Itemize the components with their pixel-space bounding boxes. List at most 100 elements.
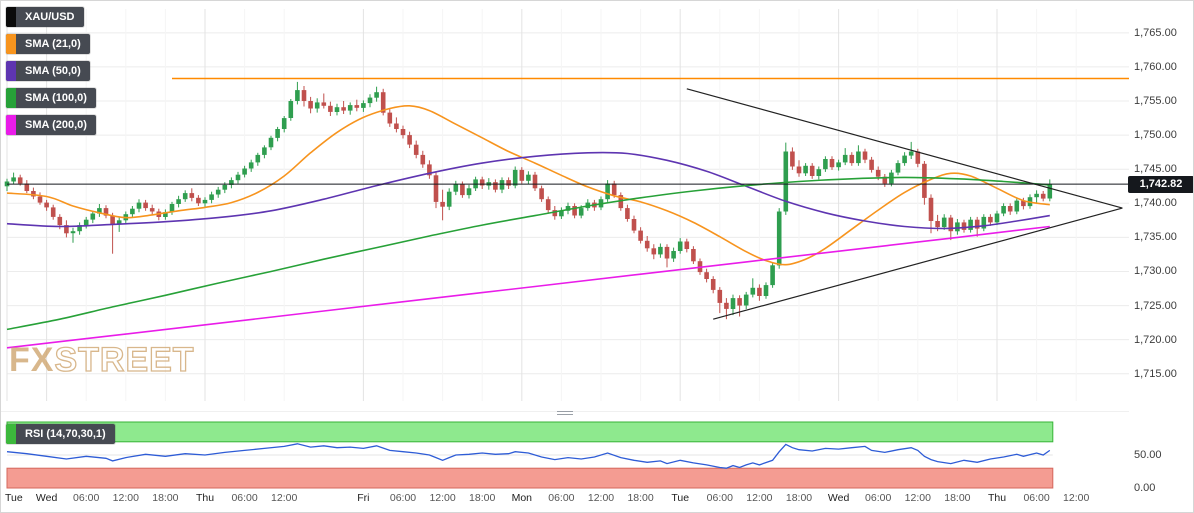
candle-body — [64, 225, 69, 234]
candle-body — [143, 202, 148, 209]
x-axis-label: Thu — [195, 492, 215, 504]
candle-body — [809, 165, 815, 176]
candle-body — [295, 90, 300, 101]
x-axis-label: Tue — [671, 492, 690, 504]
candle-body — [387, 112, 393, 124]
candle-body — [446, 191, 452, 207]
candle-body — [836, 162, 841, 168]
trendline-upper[interactable] — [686, 88, 1123, 209]
x-axis-label: 06:00 — [1023, 492, 1050, 504]
candle-body — [572, 206, 577, 216]
candle-body — [374, 92, 379, 98]
candle-body — [902, 155, 907, 164]
candle-body — [202, 199, 208, 204]
candle-body — [433, 175, 439, 202]
candle-body — [31, 191, 36, 197]
candle-body — [829, 159, 835, 168]
candle-body — [750, 287, 756, 295]
candle-body — [704, 272, 709, 279]
rsi-axis-label: 0.00 — [1134, 482, 1156, 494]
watermark-street: STREET — [54, 340, 195, 379]
x-axis-label: Fri — [357, 492, 370, 504]
candle-body — [737, 298, 742, 306]
y-axis-label: 1,725.00 — [1134, 299, 1177, 312]
legend-label: XAU/USD — [25, 11, 75, 23]
legend-item-sma-21-0[interactable]: SMA (21,0) — [6, 34, 90, 54]
candle-body — [875, 169, 881, 177]
candle-body — [493, 182, 498, 190]
candle-body — [816, 169, 822, 176]
candle-body — [915, 151, 921, 164]
rsi-axis-label: 50.00 — [1134, 449, 1162, 461]
y-axis-label: 1,715.00 — [1134, 367, 1177, 380]
candle-body — [941, 217, 947, 228]
candle-body — [380, 92, 386, 113]
candle-body — [638, 230, 643, 241]
candle-body — [552, 210, 558, 217]
x-axis-label: 12:00 — [1063, 492, 1090, 504]
x-axis-label: 12:00 — [429, 492, 456, 504]
candle-body — [625, 208, 630, 219]
legend-item-sma-50-0[interactable]: SMA (50,0) — [6, 61, 90, 81]
legend-item-sma-100-0[interactable]: SMA (100,0) — [6, 88, 96, 108]
y-axis-label: 1,735.00 — [1134, 231, 1177, 244]
candle-body — [90, 213, 96, 220]
candle-body — [176, 199, 181, 204]
candle-body — [783, 151, 789, 212]
candle-body — [321, 102, 327, 106]
candle-body — [460, 184, 465, 196]
trendline-lower[interactable] — [713, 207, 1123, 320]
candle-body — [908, 151, 914, 156]
panel-resize-handle-icon[interactable] — [557, 407, 573, 419]
candle-body — [367, 97, 373, 104]
candle-body — [710, 279, 716, 290]
candle-body — [955, 222, 960, 232]
x-axis-label: 06:00 — [548, 492, 575, 504]
candle-body — [110, 215, 115, 225]
candle-body — [776, 211, 782, 266]
candle-body — [935, 221, 940, 228]
candle-body — [763, 285, 769, 296]
candle-body — [130, 208, 135, 215]
legend-item-rsi[interactable]: RSI (14,70,30,1) — [6, 424, 115, 444]
candle-body — [842, 154, 848, 163]
y-axis-label: 1,740.00 — [1134, 197, 1177, 210]
candle-body — [981, 216, 987, 229]
x-axis-label: Wed — [827, 492, 850, 504]
sma-100-line — [6, 176, 1050, 331]
candle-body — [770, 265, 775, 286]
candle-body — [895, 163, 901, 173]
rsi-color-chip — [6, 424, 16, 444]
candle-body — [37, 196, 43, 203]
candle-body — [136, 202, 142, 209]
y-axis-label: 1,730.00 — [1134, 265, 1177, 278]
x-axis-label: 06:00 — [865, 492, 892, 504]
candle-body — [512, 169, 518, 186]
candle-body — [717, 289, 723, 303]
candle-body — [354, 105, 360, 108]
candle-body — [44, 202, 49, 208]
candle-body — [578, 208, 584, 216]
candle-body — [499, 180, 505, 190]
candle-body — [314, 102, 320, 109]
candle-body — [658, 246, 663, 255]
candle-body — [526, 174, 531, 181]
candle-body — [281, 118, 287, 129]
y-axis-label: 1,720.00 — [1134, 333, 1177, 346]
candle-body — [70, 231, 76, 234]
candle-body — [869, 159, 874, 170]
candle-body — [334, 107, 340, 112]
candle-body — [97, 208, 102, 214]
candle-body — [196, 197, 201, 204]
candle-body — [301, 90, 307, 101]
x-axis-label: Tue — [5, 492, 23, 504]
legend-item-xau-usd[interactable]: XAU/USD — [6, 7, 84, 27]
legend-label: SMA (100,0) — [25, 92, 87, 104]
candle-body — [1007, 206, 1013, 212]
candle-body — [559, 210, 564, 217]
legend-item-sma-200-0[interactable]: SMA (200,0) — [6, 115, 96, 135]
candle-body — [328, 105, 333, 112]
candle-body — [400, 129, 406, 136]
rsi-overbought-band — [6, 421, 1054, 443]
